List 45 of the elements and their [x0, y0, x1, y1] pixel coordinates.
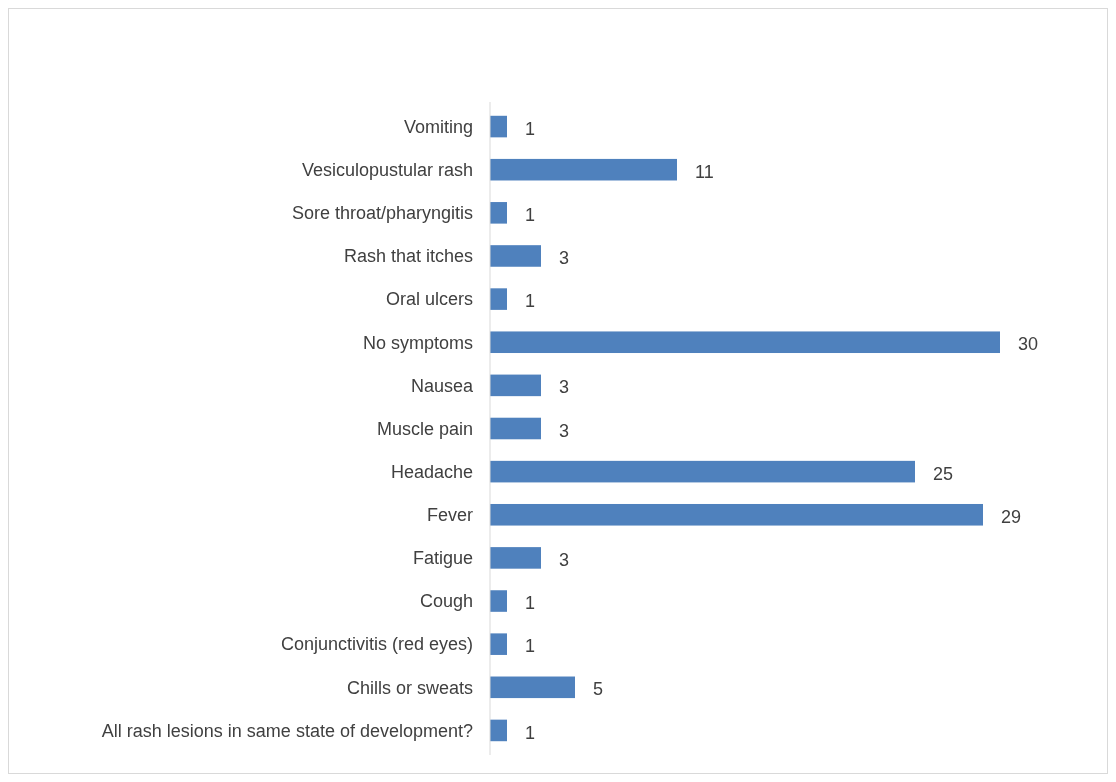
y-tick-label: Fatigue — [412, 548, 473, 569]
bar — [490, 633, 507, 655]
data-label: 1 — [525, 204, 536, 225]
bar — [490, 245, 541, 267]
y-tick-label: All rash lesions in same state of development? — [101, 720, 473, 741]
y-tick-label: Sore throat/pharyngitis — [291, 203, 473, 224]
bar — [490, 503, 983, 526]
y-tick-label: Vesiculopustular rash — [301, 160, 473, 180]
y-tick-label: Oral ulcers — [385, 289, 473, 310]
data-label: 29 — [1001, 506, 1022, 527]
bar — [490, 158, 677, 181]
y-tick-label: Vomiting — [403, 116, 473, 137]
y-tick-label: Nausea — [410, 375, 474, 396]
bar — [490, 590, 507, 612]
bar — [490, 460, 915, 483]
data-label: 5 — [593, 679, 604, 700]
y-tick-label: Fever — [426, 505, 473, 526]
bar — [490, 115, 507, 138]
data-label: 1 — [525, 593, 536, 614]
y-tick-label: Rash that itches — [343, 246, 473, 267]
y-tick-label: Conjunctivitis (red eyes) — [280, 634, 473, 655]
bar — [490, 331, 1000, 354]
bar — [490, 288, 507, 310]
bar — [490, 676, 575, 699]
y-tick-label: Headache — [390, 461, 473, 482]
y-tick-label: Chills or sweats — [346, 677, 473, 698]
y-tick-label: Cough — [419, 591, 473, 612]
data-label: 1 — [525, 118, 536, 139]
bar — [490, 547, 541, 569]
y-tick-label: No symptoms — [362, 332, 473, 353]
data-label: 3 — [559, 550, 570, 570]
data-label: 1 — [525, 722, 536, 743]
data-label: 11 — [695, 161, 714, 182]
bar — [490, 719, 507, 742]
data-label: 3 — [559, 420, 570, 441]
bar — [490, 374, 541, 397]
bar — [490, 417, 541, 440]
data-label: 3 — [559, 377, 570, 398]
data-label: 25 — [933, 463, 954, 484]
data-label: 1 — [525, 291, 536, 312]
data-label: 1 — [525, 636, 536, 657]
y-tick-label: Muscle pain — [376, 418, 473, 439]
bar — [490, 202, 507, 224]
data-label: 30 — [1018, 334, 1039, 355]
data-label: 3 — [559, 248, 570, 269]
